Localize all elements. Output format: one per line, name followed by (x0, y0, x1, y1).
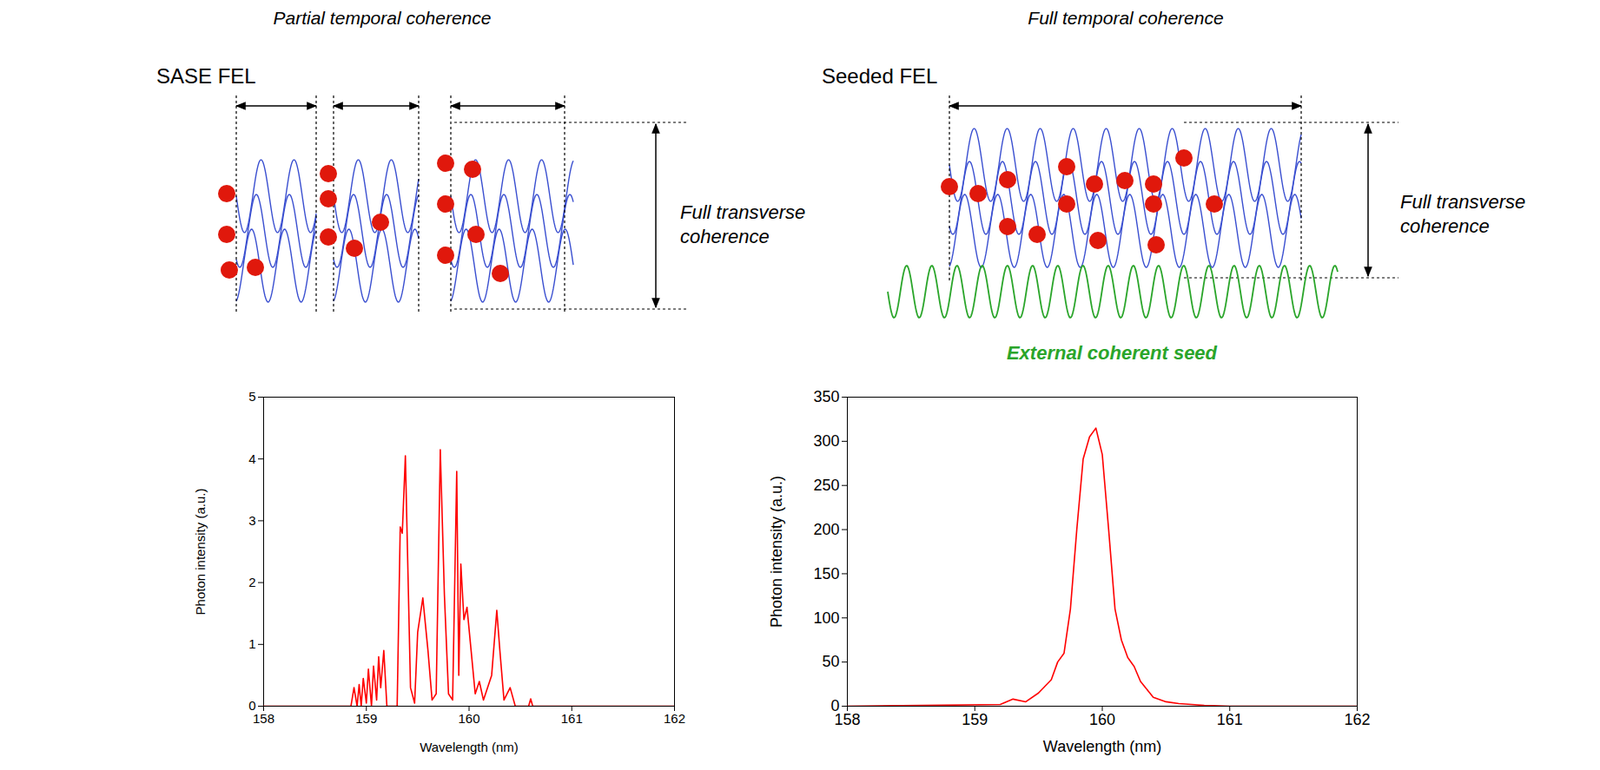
svg-text:162: 162 (663, 711, 686, 727)
svg-text:3: 3 (248, 513, 256, 529)
svg-text:161: 161 (1216, 711, 1243, 729)
svg-text:Photon intensity (a.u.): Photon intensity (a.u.) (767, 476, 786, 629)
svg-text:162: 162 (1343, 711, 1370, 729)
svg-text:Full transverse: Full transverse (1400, 191, 1526, 213)
svg-text:Wavelength (nm): Wavelength (nm) (1043, 738, 1162, 756)
svg-text:159: 159 (961, 711, 988, 729)
svg-text:159: 159 (355, 711, 377, 727)
svg-text:160: 160 (457, 711, 480, 727)
svg-text:150: 150 (813, 565, 840, 583)
svg-text:350: 350 (813, 388, 840, 406)
svg-text:SASE FEL: SASE FEL (156, 64, 257, 88)
svg-text:200: 200 (813, 521, 840, 539)
svg-text:2: 2 (248, 575, 256, 590)
svg-text:External coherent seed: External coherent seed (1006, 342, 1218, 364)
svg-text:250: 250 (813, 476, 840, 495)
svg-text:Full transverse: Full transverse (680, 201, 806, 224)
svg-text:coherence: coherence (680, 225, 770, 248)
svg-text:coherence: coherence (1400, 215, 1490, 238)
svg-text:Partial temporal coherence: Partial temporal coherence (273, 7, 492, 28)
svg-text:158: 158 (252, 711, 275, 727)
svg-text:0: 0 (248, 698, 256, 714)
svg-text:Full temporal coherence: Full temporal coherence (1027, 7, 1224, 28)
svg-text:Seeded FEL: Seeded FEL (821, 64, 938, 88)
svg-text:100: 100 (813, 609, 840, 628)
svg-text:0: 0 (830, 697, 840, 716)
svg-text:Wavelength (nm): Wavelength (nm) (419, 740, 519, 755)
svg-text:50: 50 (821, 653, 840, 671)
svg-text:160: 160 (1089, 711, 1116, 729)
svg-text:300: 300 (813, 432, 840, 450)
svg-text:161: 161 (561, 711, 583, 727)
svg-text:Photon intensity (a.u.): Photon intensity (a.u.) (192, 489, 208, 616)
svg-text:5: 5 (248, 389, 256, 404)
svg-text:158: 158 (833, 711, 860, 729)
svg-text:1: 1 (248, 636, 256, 652)
svg-text:4: 4 (248, 451, 256, 467)
